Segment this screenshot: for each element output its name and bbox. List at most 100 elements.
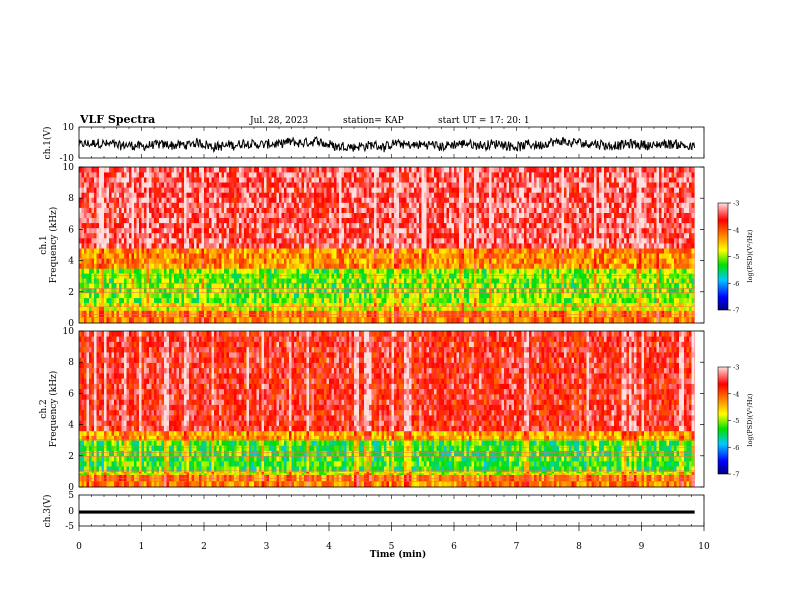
spec-cell: [282, 203, 285, 208]
spec-cell: [454, 253, 457, 258]
spec-cell: [439, 307, 442, 311]
spec-cell: [412, 303, 415, 307]
spec-cell: [212, 182, 215, 187]
spec-cell: [232, 192, 235, 197]
spec-cell: [107, 182, 110, 187]
spec-cell: [252, 268, 255, 273]
spec-cell: [307, 303, 310, 307]
spec-cell: [254, 238, 257, 243]
spec-cell: [262, 223, 265, 228]
spec-cell: [172, 248, 175, 253]
spec-cell: [232, 177, 235, 182]
spec-cell: [247, 187, 250, 192]
spec-cell: [337, 203, 340, 208]
spec-cell: [177, 218, 180, 223]
spec-cell: [429, 293, 432, 298]
spec-cell: [357, 228, 360, 233]
spec-cell: [107, 243, 110, 248]
spec-cell: [87, 303, 90, 307]
spec-cell: [387, 197, 390, 202]
spec-cell: [339, 307, 342, 311]
spec-cell: [404, 278, 407, 283]
spec-cell: [79, 268, 82, 273]
spec-cell: [174, 177, 177, 182]
spec-cell: [347, 233, 350, 238]
spec-column: [367, 167, 370, 323]
spec-cell: [149, 258, 152, 263]
spec-cell: [329, 213, 332, 218]
spec-cell: [182, 223, 185, 228]
spec-cell: [162, 293, 165, 298]
spec-cell: [227, 268, 230, 273]
spec-cell: [317, 228, 320, 233]
spec-cell: [327, 311, 330, 318]
spec-cell: [329, 283, 332, 288]
spec-cell: [377, 238, 380, 243]
spec-cell: [97, 213, 100, 218]
spec-cell: [312, 197, 315, 202]
spec-cell: [257, 228, 260, 233]
spec-cell: [372, 172, 375, 177]
spec-cell: [369, 278, 372, 283]
spec-cell: [207, 233, 210, 238]
spec-cell: [144, 172, 147, 177]
spec-cell: [357, 187, 360, 192]
spec-cell: [352, 238, 355, 243]
spec-cell: [257, 208, 260, 213]
spec-cell: [102, 258, 105, 263]
spec-cell: [359, 293, 362, 298]
spec-cell: [404, 268, 407, 273]
spec-column: [287, 167, 290, 323]
spec-cell: [94, 182, 97, 187]
spec-cell: [282, 208, 285, 213]
spec-cell: [392, 311, 395, 318]
spec-cell: [329, 273, 332, 278]
spec-cell: [277, 298, 280, 303]
spec-cell: [264, 283, 267, 288]
spec-cell: [89, 223, 92, 228]
spec-cell: [417, 303, 420, 307]
spec-cell: [329, 263, 332, 268]
spec-cell: [162, 228, 165, 233]
spec-cell: [192, 253, 195, 258]
spec-cell: [292, 283, 295, 288]
spec-cell: [237, 238, 240, 243]
spec-cell: [379, 238, 382, 243]
spec-cell: [109, 228, 112, 233]
spec-cell: [279, 268, 282, 273]
spec-cell: [404, 263, 407, 268]
spec-cell: [232, 208, 235, 213]
spec-cell: [162, 243, 165, 248]
spec-cell: [229, 303, 232, 307]
spec-cell: [294, 258, 297, 263]
spec-cell: [112, 203, 115, 208]
spec-cell: [194, 303, 197, 307]
spec-column: [109, 167, 112, 323]
spec-cell: [282, 187, 285, 192]
spec-cell: [172, 213, 175, 218]
spec-cell: [129, 268, 132, 273]
spec-cell: [342, 233, 345, 238]
spec-cell: [294, 238, 297, 243]
spec-cell: [349, 187, 352, 192]
spec-column: [179, 167, 182, 323]
spec-cell: [327, 307, 330, 311]
spec-cell: [187, 298, 190, 303]
spec-cell: [277, 303, 280, 307]
spec-cell: [412, 273, 415, 278]
spec-cell: [247, 258, 250, 263]
spec-cell: [409, 243, 412, 248]
spec-cell: [134, 182, 137, 187]
spec-cell: [192, 218, 195, 223]
spec-cell: [294, 248, 297, 253]
spec-cell: [139, 268, 142, 273]
spec-cell: [427, 293, 430, 298]
spec-cell: [309, 233, 312, 238]
spec-cell: [227, 172, 230, 177]
spec-cell: [114, 238, 117, 243]
spec-cell: [442, 243, 445, 248]
spec-cell: [94, 238, 97, 243]
spec-cell: [399, 307, 402, 311]
spec-cell: [277, 273, 280, 278]
spec-cell: [289, 278, 292, 283]
